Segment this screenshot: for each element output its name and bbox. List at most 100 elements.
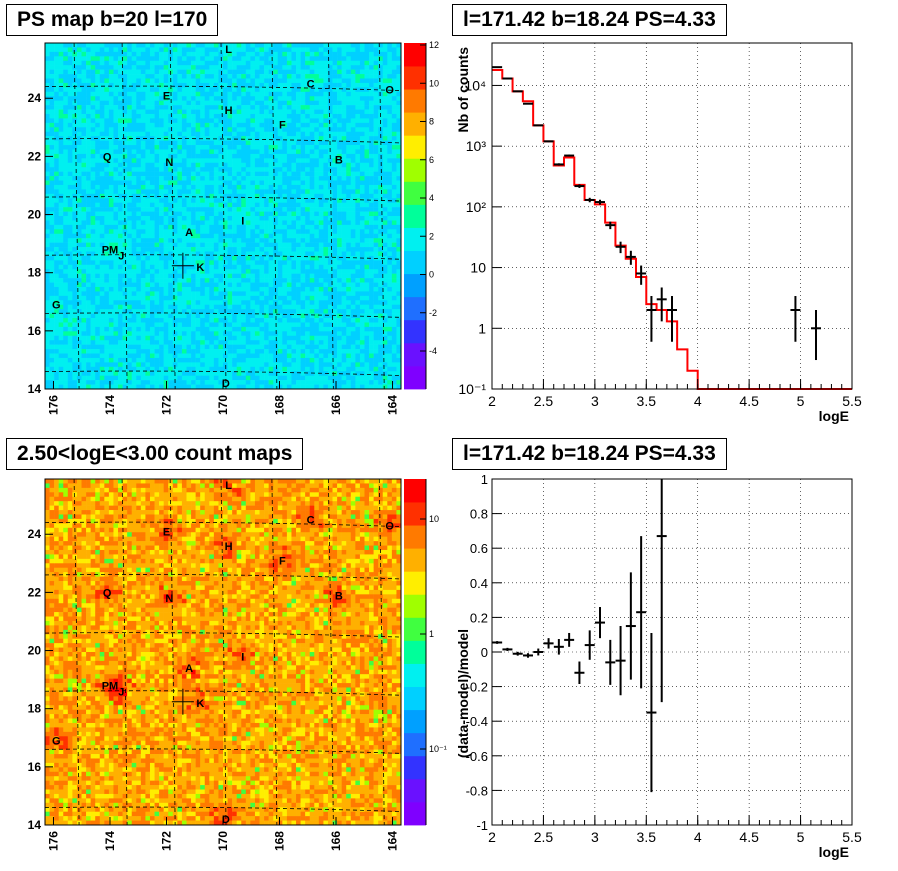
grid-parallel: [44, 196, 402, 202]
colorbar-step: [404, 640, 426, 664]
x-tick-label: 174: [103, 395, 117, 415]
grid-meridian: [327, 478, 334, 826]
grid-meridian: [271, 42, 278, 390]
map-frame: [44, 478, 402, 826]
x-tick-label: 5.5: [842, 393, 862, 409]
spectrum-model-histogram: [492, 68, 852, 390]
colorbar-step: [404, 732, 426, 757]
x-tick-label: 5: [797, 393, 805, 409]
source-label: D: [222, 378, 230, 390]
colorbar-step: [404, 296, 426, 321]
y-tick-label: 0.8: [470, 507, 488, 522]
count-map-colorbar: 10 1 10⁻¹: [404, 479, 447, 826]
y-tick-label: 24: [28, 91, 42, 105]
colorbar-step: [404, 617, 426, 641]
source-label: PM: [102, 244, 119, 256]
y-tick-label: 22: [28, 585, 42, 599]
ps-map-axis-ticks: 176 174 172 170 168 166 164 14 16 18 20 22 24: [28, 91, 400, 415]
colorbar-step: [404, 594, 426, 618]
map-frame: [44, 42, 402, 390]
x-tick-label: 5: [797, 829, 805, 845]
spectrum-grid: [492, 43, 852, 389]
source-label: K: [196, 698, 204, 710]
count-map-cells: [44, 478, 402, 826]
y-tick-label: 0.2: [470, 610, 488, 625]
x-tick-label: 3: [591, 829, 599, 845]
colorbar-tick-label: 1: [429, 629, 434, 639]
colorbar-step: [404, 227, 426, 251]
y-tick-label: 10⁻¹: [458, 381, 486, 397]
source-label: F: [279, 119, 286, 131]
x-tick-label: 168: [273, 831, 287, 851]
grid-parallel: [44, 521, 402, 528]
y-tick-label: -0.4: [466, 714, 488, 729]
source-label: A: [185, 227, 193, 239]
x-tick-label: 164: [386, 831, 400, 851]
y-tick-label: 1: [481, 472, 488, 487]
grid-parallel: [44, 254, 402, 260]
colorbar-tick-label: -2: [429, 308, 437, 318]
colorbar-step: [404, 250, 426, 275]
y-tick-label: 18: [28, 702, 42, 716]
colorbar-tick-label: 12: [429, 40, 439, 50]
x-axis-label: logE: [819, 844, 849, 860]
x-tick-label: 4: [694, 829, 702, 845]
colorbar-step: [404, 342, 426, 367]
y-tick-label: 1: [478, 320, 486, 336]
y-tick-label: 18: [28, 266, 42, 280]
grid-parallel: [44, 574, 402, 580]
x-tick-label: 172: [159, 395, 173, 415]
map2-title: 2.50<logE<3.00 count maps: [6, 438, 304, 470]
x-tick-label: 2.5: [534, 829, 554, 845]
source-label: J: [118, 686, 124, 698]
grid-parallel: [44, 312, 402, 318]
colorbar-step: [404, 686, 426, 711]
colorbar-step: [404, 319, 426, 344]
grid-meridian: [121, 478, 128, 826]
grid-parallel: [44, 690, 402, 696]
source-label: I: [241, 651, 244, 663]
ps-map-source-labels: L C O E H F Q N B I A PM J K G D: [52, 44, 394, 390]
map1-title: PS map b=20 l=170: [6, 4, 219, 36]
colorbar-tick-label: 10: [429, 78, 439, 88]
x-tick-label: 172: [159, 831, 173, 851]
x-tick-label: 4: [694, 393, 702, 409]
source-label: L: [225, 480, 232, 492]
colorbar-tick-label: 8: [429, 117, 434, 127]
grid-parallel: [44, 806, 402, 812]
colorbar-step: [404, 548, 426, 572]
colorbar-step: [404, 43, 426, 67]
source-label: B: [335, 590, 343, 602]
colorbar-step: [404, 135, 426, 159]
y-tick-label: -0.6: [466, 749, 488, 764]
spectrum-title: l=171.42 b=18.24 PS=4.33: [452, 4, 727, 36]
residual-title: l=171.42 b=18.24 PS=4.33: [452, 438, 727, 470]
grid-meridian: [73, 478, 80, 826]
colorbar-step: [404, 89, 426, 113]
spectrum-axes: 2 2.5 3 3.5 4 4.5 5 5.5 10⁻¹ 1 10 10² 10³ 10⁴ logE Nb o…: [455, 42, 862, 424]
source-label: Q: [103, 587, 112, 599]
y-tick-label: 24: [28, 527, 42, 541]
colorbar-step: [404, 204, 426, 228]
x-tick-label: 2.5: [534, 393, 554, 409]
colorbar-step: [404, 801, 426, 826]
y-tick-label: 10²: [466, 199, 487, 215]
x-tick-label: 2: [488, 393, 496, 409]
source-label: J: [118, 250, 124, 262]
y-tick-label: -1: [476, 818, 488, 833]
source-label: B: [335, 154, 343, 166]
x-tick-label: 166: [329, 395, 343, 415]
y-tick-label: 0.4: [470, 576, 488, 591]
grid-parallel: [44, 370, 402, 376]
y-tick-label: 20: [28, 644, 42, 658]
source-label: K: [196, 262, 204, 274]
colorbar-tick-label: 4: [429, 193, 434, 203]
colorbar-tick-label: 0: [429, 270, 434, 280]
colorbar-step: [404, 479, 426, 503]
count-map-source-labels: L C O E H F Q N B I A PM J K G D: [52, 480, 394, 826]
y-tick-label: -0.2: [466, 680, 488, 695]
x-tick-label: 176: [46, 831, 60, 851]
y-tick-label: 10⁴: [464, 77, 486, 93]
source-label: N: [165, 157, 173, 169]
x-tick-label: 3.5: [637, 829, 657, 845]
